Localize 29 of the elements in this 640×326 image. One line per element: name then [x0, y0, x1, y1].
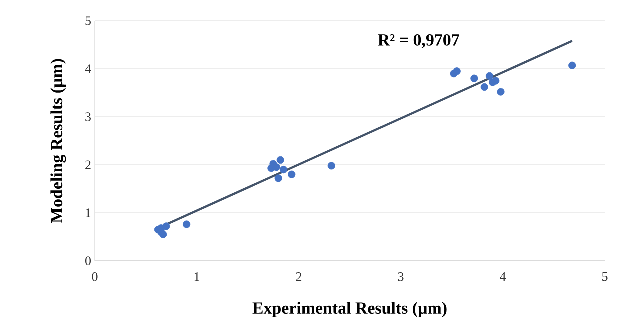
- y-tick-label: 2: [86, 160, 91, 170]
- y-axis-title: Modeling Results (µm): [50, 59, 66, 224]
- x-tick-label: 0: [92, 272, 98, 282]
- point: [497, 88, 505, 96]
- point: [288, 170, 296, 178]
- y-tick-label: 5: [86, 16, 91, 26]
- point: [492, 77, 500, 85]
- point: [280, 166, 288, 174]
- annotation: R² = 0,9707: [378, 34, 460, 48]
- y-tick-label: 0: [86, 256, 91, 266]
- point: [328, 162, 336, 170]
- point: [480, 83, 488, 92]
- y-tick-label: 4: [85, 64, 92, 74]
- point: [276, 156, 284, 164]
- y-tick-label: 3: [86, 112, 91, 122]
- point: [160, 230, 168, 238]
- point: [486, 72, 494, 80]
- x-tick-label: 1: [194, 272, 200, 282]
- x-tick-label: 2: [296, 272, 302, 282]
- point: [183, 220, 191, 228]
- point: [568, 62, 576, 70]
- y-tick-label: 1: [86, 208, 91, 218]
- x-tick-label: 5: [602, 272, 608, 282]
- point: [470, 74, 478, 82]
- x-tick-label: 4: [500, 272, 506, 282]
- x-axis-title: Experimental Results (µm): [252, 302, 447, 318]
- point: [453, 68, 461, 76]
- x-tick-label: 3: [398, 272, 404, 282]
- point: [274, 174, 282, 182]
